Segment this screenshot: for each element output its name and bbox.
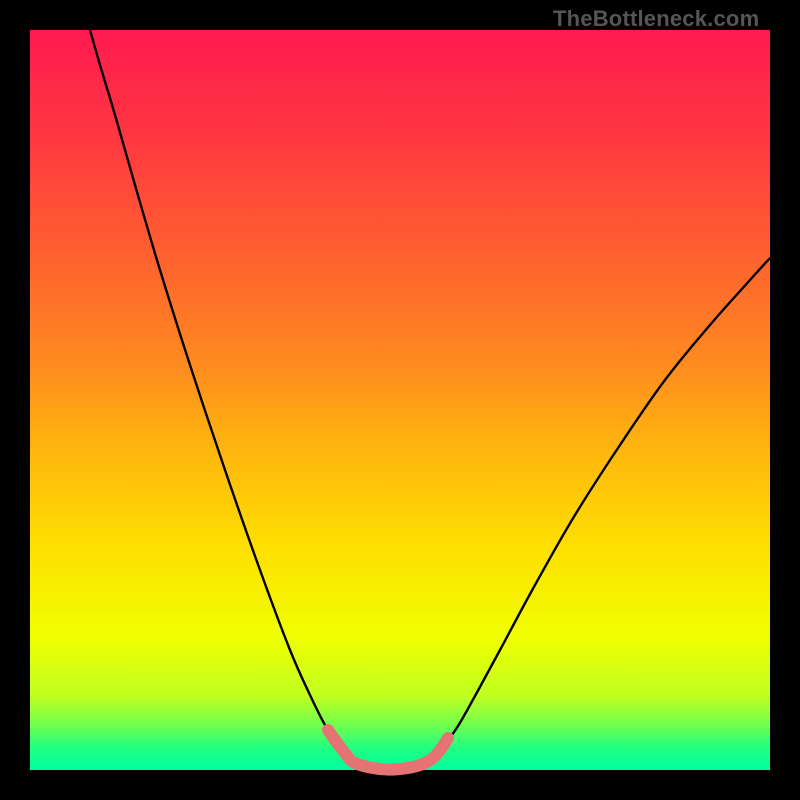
- chart-svg-overlay: [0, 0, 800, 800]
- watermark-text: TheBottleneck.com: [553, 6, 759, 32]
- main-curve: [90, 30, 770, 770]
- chart-frame: TheBottleneck.com: [0, 0, 800, 800]
- highlight-curve: [328, 730, 448, 770]
